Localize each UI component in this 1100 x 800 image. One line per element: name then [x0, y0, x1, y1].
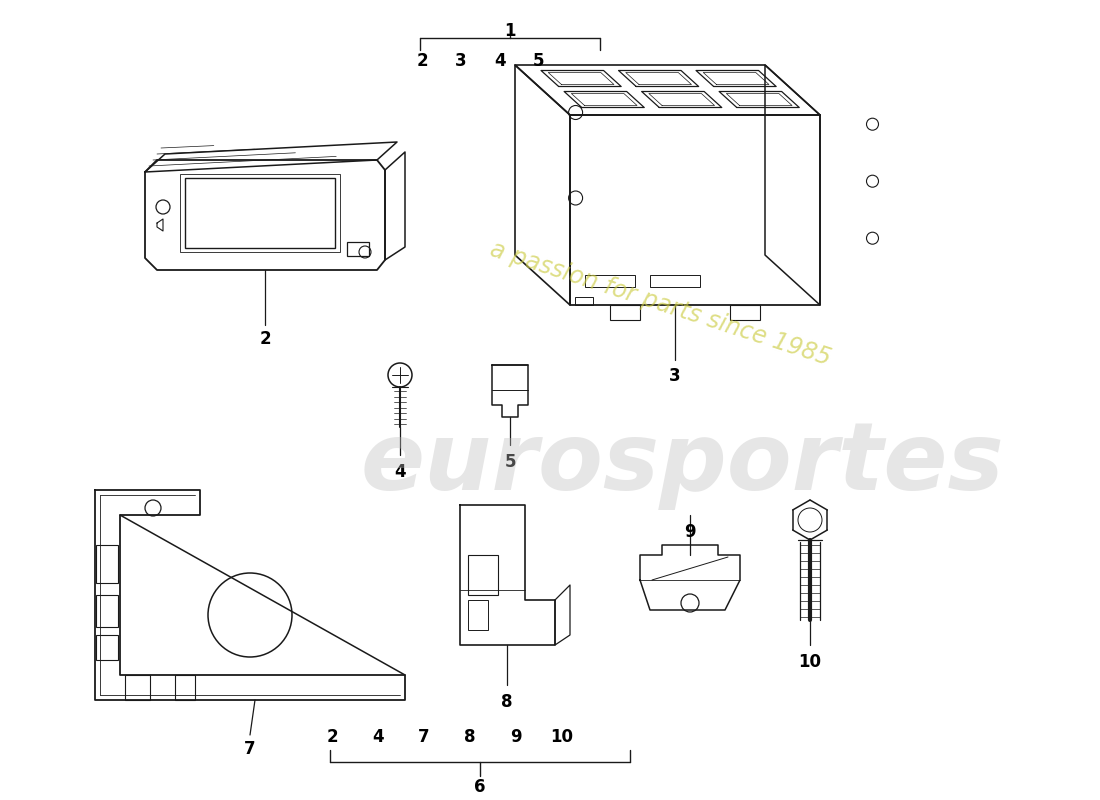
Bar: [96, 635, 118, 660]
Text: 4: 4: [394, 463, 406, 481]
Bar: [185, 178, 336, 248]
Text: 8: 8: [502, 693, 513, 711]
Text: 4: 4: [494, 52, 506, 70]
Bar: [468, 555, 498, 595]
Bar: [346, 242, 368, 256]
Bar: [96, 595, 118, 627]
Text: 9: 9: [684, 523, 696, 541]
Text: 6: 6: [474, 778, 486, 796]
Text: 2: 2: [327, 728, 338, 746]
Bar: [575, 297, 593, 305]
Text: 10: 10: [799, 653, 822, 671]
Text: eurosportes: eurosportes: [360, 418, 1004, 510]
Bar: [96, 545, 118, 583]
Text: 2: 2: [260, 330, 271, 348]
Bar: [468, 600, 488, 630]
Bar: [585, 275, 635, 287]
Text: 5: 5: [534, 52, 544, 70]
Text: 1: 1: [504, 22, 516, 40]
Bar: [610, 305, 640, 320]
Text: 9: 9: [510, 728, 521, 746]
Bar: [730, 305, 760, 320]
Text: 2: 2: [416, 52, 428, 70]
Text: 3: 3: [669, 367, 681, 385]
Bar: [125, 675, 150, 700]
Text: 4: 4: [372, 728, 384, 746]
Text: 3: 3: [455, 52, 466, 70]
Text: 10: 10: [550, 728, 573, 746]
Text: a passion for parts since 1985: a passion for parts since 1985: [486, 238, 834, 370]
Bar: [180, 174, 340, 252]
Text: 8: 8: [464, 728, 475, 746]
Bar: [175, 675, 195, 700]
Bar: [650, 275, 700, 287]
Text: 7: 7: [244, 740, 256, 758]
Text: 5: 5: [504, 453, 516, 471]
Text: 7: 7: [418, 728, 430, 746]
